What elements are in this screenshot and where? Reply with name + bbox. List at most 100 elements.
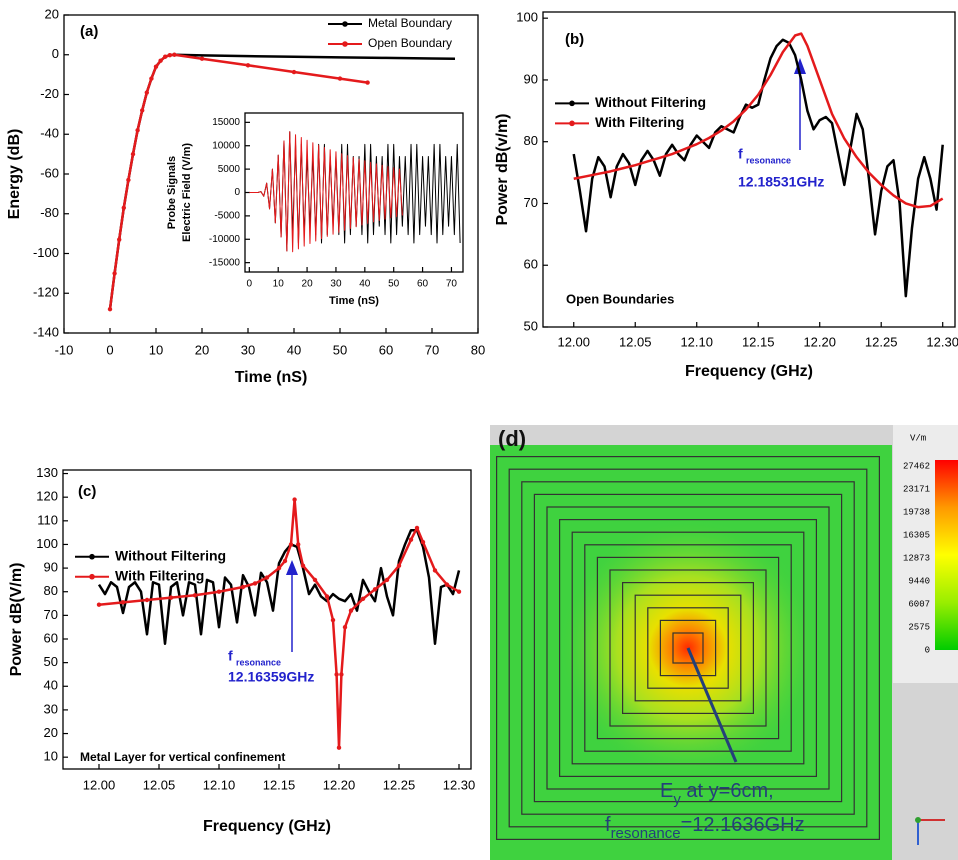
y-tick-label: 20 bbox=[44, 725, 58, 740]
y-tick-label: 20 bbox=[45, 6, 59, 21]
data-point bbox=[149, 76, 153, 80]
data-point bbox=[97, 603, 101, 607]
y-tick-label: 90 bbox=[44, 560, 58, 575]
x-tick-label: 12.10 bbox=[203, 777, 236, 792]
data-point bbox=[117, 237, 121, 241]
x-tick-label: 10 bbox=[149, 342, 163, 357]
y-tick-label: 10000 bbox=[212, 140, 240, 151]
data-point bbox=[169, 595, 173, 599]
annotation-symbol: f bbox=[228, 648, 233, 664]
data-point bbox=[343, 625, 347, 629]
y-axis-label: Probe Signals bbox=[166, 156, 178, 229]
colorbar-label: 12873 bbox=[903, 553, 930, 563]
data-point bbox=[246, 63, 250, 67]
panel-label: (a) bbox=[80, 23, 98, 40]
data-point bbox=[135, 128, 139, 132]
x-tick-label: 12.00 bbox=[83, 777, 116, 792]
y-tick-label: -20 bbox=[40, 86, 59, 101]
panel-label: (d) bbox=[498, 426, 526, 451]
y-tick-label: -15000 bbox=[209, 257, 241, 268]
x-tick-label: 12.05 bbox=[143, 777, 176, 792]
y-tick-label: 90 bbox=[524, 71, 538, 86]
data-point bbox=[385, 578, 389, 582]
data-point bbox=[365, 80, 369, 84]
x-tick-label: 30 bbox=[241, 342, 255, 357]
x-tick-label: 12.20 bbox=[803, 334, 836, 349]
x-tick-label: 70 bbox=[425, 342, 439, 357]
y-tick-label: -120 bbox=[33, 285, 59, 300]
y-tick-label: -140 bbox=[33, 324, 59, 339]
y-tick-label: 130 bbox=[36, 465, 58, 480]
x-tick-label: -10 bbox=[55, 342, 74, 357]
x-tick-label: 12.20 bbox=[323, 777, 356, 792]
colorbar-label: 23171 bbox=[903, 484, 930, 494]
arrow-head bbox=[286, 560, 298, 575]
legend-marker bbox=[89, 554, 95, 560]
legend-label: Without Filtering bbox=[595, 94, 706, 110]
data-point bbox=[145, 90, 149, 94]
panel-label: (c) bbox=[78, 483, 96, 500]
data-point bbox=[331, 618, 335, 622]
legend-label: Open Boundary bbox=[368, 36, 452, 50]
data-point bbox=[145, 598, 149, 602]
plot-area bbox=[63, 470, 471, 769]
legend-marker bbox=[342, 21, 348, 27]
legend-marker bbox=[569, 121, 575, 127]
data-point bbox=[277, 566, 281, 570]
chart: 010203040506070-15000-10000-500005000100… bbox=[166, 113, 463, 307]
x-tick-label: 60 bbox=[379, 342, 393, 357]
annotation-value: 12.16359GHz bbox=[228, 669, 314, 685]
y-tick-label: 70 bbox=[524, 195, 538, 210]
data-point bbox=[338, 76, 342, 80]
y-tick-label: 10 bbox=[44, 749, 58, 764]
legend-marker bbox=[342, 41, 348, 47]
x-tick-label: 60 bbox=[417, 279, 429, 290]
y-tick-label: -10000 bbox=[209, 234, 241, 245]
x-axis-label: Time (nS) bbox=[329, 295, 379, 307]
x-tick-label: 12.25 bbox=[383, 777, 416, 792]
data-point bbox=[163, 55, 167, 59]
y-tick-label: 100 bbox=[36, 536, 58, 551]
y-tick-label: 80 bbox=[524, 133, 538, 148]
colorbar-unit: V/m bbox=[910, 433, 926, 443]
legend-label: With Filtering bbox=[115, 567, 204, 583]
data-point bbox=[112, 271, 116, 275]
y-tick-label: -40 bbox=[40, 126, 59, 141]
figure: f resonance 12.18531GHz Open Boundaries … bbox=[0, 0, 958, 860]
y-tick-label: -5000 bbox=[214, 211, 240, 222]
data-point bbox=[122, 206, 126, 210]
plot-frame bbox=[63, 470, 471, 769]
annotation-note: Metal Layer for vertical confinement bbox=[80, 750, 285, 764]
x-tick-label: 40 bbox=[359, 279, 371, 290]
colorbar-label: 9440 bbox=[908, 576, 930, 586]
data-point bbox=[283, 559, 287, 563]
y-tick-label: 30 bbox=[44, 701, 58, 716]
data-point bbox=[409, 538, 413, 542]
y-tick-label: 0 bbox=[52, 46, 59, 61]
annotation-subscript: resonance bbox=[236, 657, 281, 667]
x-tick-label: 10 bbox=[273, 279, 285, 290]
y-tick-label: 60 bbox=[524, 257, 538, 272]
colorbar-label: 0 bbox=[925, 645, 930, 655]
data-point bbox=[172, 53, 176, 57]
y-axis-label: Energy (dB) bbox=[6, 129, 23, 220]
data-point bbox=[265, 575, 269, 579]
y-tick-label: -60 bbox=[40, 165, 59, 180]
x-tick-label: 20 bbox=[195, 342, 209, 357]
data-point bbox=[334, 672, 338, 676]
data-point bbox=[253, 581, 257, 585]
x-axis-label: Frequency (GHz) bbox=[203, 818, 331, 835]
data-point bbox=[200, 57, 204, 61]
annotation-subscript: resonance bbox=[611, 825, 681, 842]
annotation-text: E bbox=[660, 780, 673, 802]
annotation-text: at y=6cm, bbox=[681, 780, 774, 802]
legend-label: Without Filtering bbox=[115, 547, 226, 563]
data-point bbox=[289, 542, 293, 546]
y-tick-label: 5000 bbox=[218, 164, 241, 175]
colorbar-label: 16305 bbox=[903, 530, 930, 540]
x-axis-label: Time (nS) bbox=[235, 369, 308, 386]
colorbar-label: 6007 bbox=[908, 599, 930, 609]
data-point bbox=[301, 564, 305, 568]
y-tick-label: 40 bbox=[44, 678, 58, 693]
